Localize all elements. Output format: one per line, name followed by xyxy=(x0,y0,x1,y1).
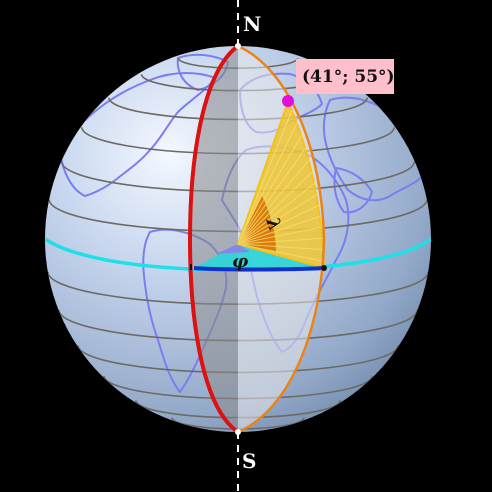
north-pole-marker xyxy=(235,43,241,49)
meridian-plane-left xyxy=(190,46,238,432)
south-pole-marker xyxy=(235,429,241,435)
equator-arc xyxy=(193,266,325,272)
sector-ray xyxy=(237,121,298,245)
south-label: S xyxy=(242,449,256,473)
sector-ray xyxy=(237,191,322,245)
sector-ray xyxy=(237,168,317,245)
sector-ray xyxy=(237,144,308,245)
lambda-label: λ xyxy=(261,214,285,234)
point-meridian xyxy=(237,44,326,434)
sector-ray xyxy=(237,243,325,251)
sector-ray xyxy=(237,133,304,245)
coordinate-label: (41°; 55°) xyxy=(302,67,395,87)
sector-ray xyxy=(237,156,313,245)
point-marker xyxy=(282,95,294,107)
sector-ray xyxy=(237,237,326,245)
sector-ray xyxy=(237,243,325,262)
coordinate-label-box xyxy=(296,59,394,94)
sector-ray xyxy=(237,202,324,245)
north-label: N xyxy=(243,12,261,36)
equator-node-right xyxy=(321,265,327,271)
prime-meridian xyxy=(187,44,240,434)
continent-north-america xyxy=(59,72,216,197)
sector-ray xyxy=(237,226,325,245)
latitude-sector-rays xyxy=(237,110,326,262)
sector-ray xyxy=(237,214,325,245)
sector-ray xyxy=(237,110,293,245)
longitude-sector-inner xyxy=(216,244,250,254)
phi-label: φ xyxy=(232,251,249,272)
sector-ray xyxy=(237,179,320,245)
continent-arabia xyxy=(333,167,373,214)
